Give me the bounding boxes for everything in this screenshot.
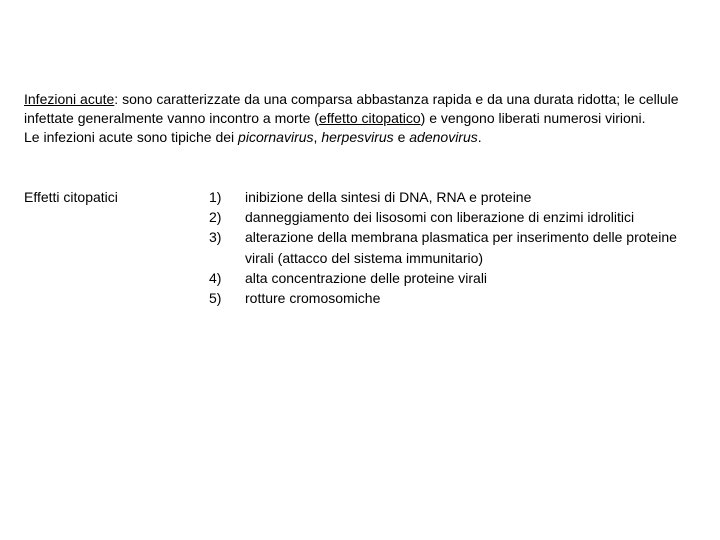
item-text: inibizione della sintesi di DNA, RNA e p…	[245, 187, 531, 207]
item-number: 2)	[209, 207, 231, 227]
intro-paragraph: Infezioni acute: sono caratterizzate da …	[24, 90, 696, 147]
item-text: alta concentrazione delle proteine viral…	[245, 268, 487, 288]
list-item: 3) alterazione della membrana plasmatica…	[209, 227, 696, 268]
list-item: 1) inibizione della sintesi di DNA, RNA …	[209, 187, 696, 207]
intro-text-2: ) e vengono liberati numerosi virioni.	[421, 110, 646, 126]
effects-list: 1) inibizione della sintesi di DNA, RNA …	[209, 187, 696, 309]
item-text: danneggiamento dei lisosomi con liberazi…	[245, 207, 634, 227]
intro-dot: .	[478, 129, 482, 145]
item-text: alterazione della membrana plasmatica pe…	[245, 227, 696, 268]
item-text: rotture cromosomiche	[245, 288, 380, 308]
list-item: 2) danneggiamento dei lisosomi con liber…	[209, 207, 696, 227]
list-item: 5) rotture cromosomiche	[209, 288, 696, 308]
page: Infezioni acute: sono caratterizzate da …	[0, 0, 720, 308]
item-number: 5)	[209, 288, 231, 308]
effect-term: effetto citopatico	[319, 110, 421, 126]
intro-line2-a: Le infezioni acute sono tipiche dei	[24, 129, 238, 145]
list-item: 4) alta concentrazione delle proteine vi…	[209, 268, 696, 288]
item-number: 1)	[209, 187, 231, 207]
item-number: 4)	[209, 268, 231, 288]
sep2: e	[394, 129, 410, 145]
virus-picornavirus: picornavirus	[238, 129, 313, 145]
lead-term: Infezioni acute	[24, 91, 114, 107]
effects-heading: Effetti citopatici	[24, 187, 179, 205]
item-number: 3)	[209, 227, 231, 268]
virus-adenovirus: adenovirus	[409, 129, 478, 145]
virus-herpesvirus: herpesvirus	[321, 129, 393, 145]
effects-section: Effetti citopatici 1) inibizione della s…	[24, 187, 696, 309]
